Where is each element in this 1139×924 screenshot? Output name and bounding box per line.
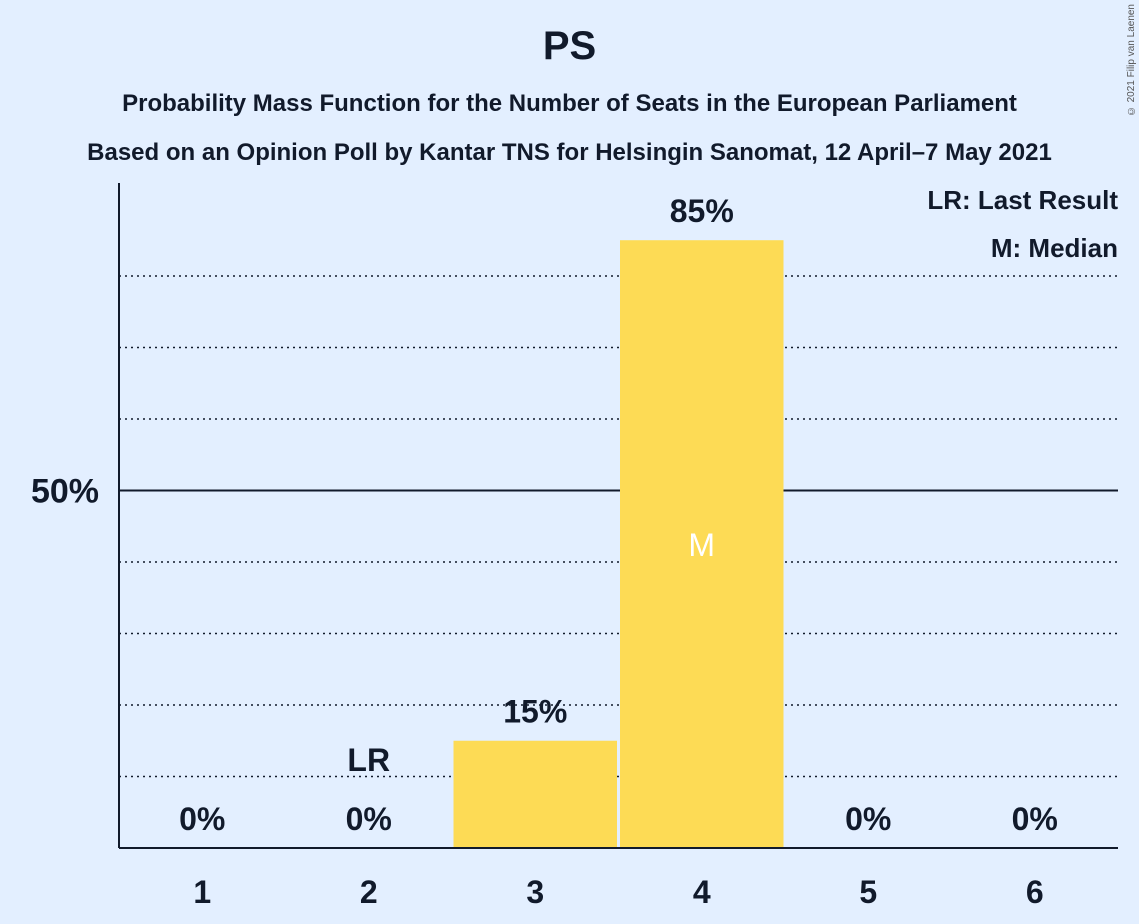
bar — [620, 240, 784, 849]
bar-value-label: 15% — [503, 694, 567, 730]
x-tick-label: 6 — [1026, 874, 1044, 910]
bar-value-label: 0% — [179, 801, 225, 837]
median-marker: M — [688, 527, 715, 563]
y-tick-label: 50% — [31, 472, 99, 510]
x-tick-label: 2 — [360, 874, 378, 910]
x-tick-label: 1 — [193, 874, 211, 910]
x-tick-label: 4 — [693, 874, 711, 910]
last-result-marker: LR — [347, 742, 390, 778]
legend-entry: LR: Last Result — [927, 185, 1118, 215]
x-tick-label: 3 — [526, 874, 544, 910]
bar-value-label: 85% — [670, 193, 734, 229]
bar-value-label: 0% — [346, 801, 392, 837]
legend-entry: M: Median — [991, 233, 1118, 263]
chart-title: PS — [542, 24, 597, 68]
chart-subtitle-2: Based on an Opinion Poll by Kantar TNS f… — [87, 139, 1052, 166]
bar — [453, 740, 617, 848]
bar-value-label: 0% — [1012, 801, 1058, 837]
chart-subtitle-1: Probability Mass Function for the Number… — [122, 90, 1017, 117]
x-tick-label: 5 — [859, 874, 877, 910]
bar-value-label: 0% — [845, 801, 891, 837]
